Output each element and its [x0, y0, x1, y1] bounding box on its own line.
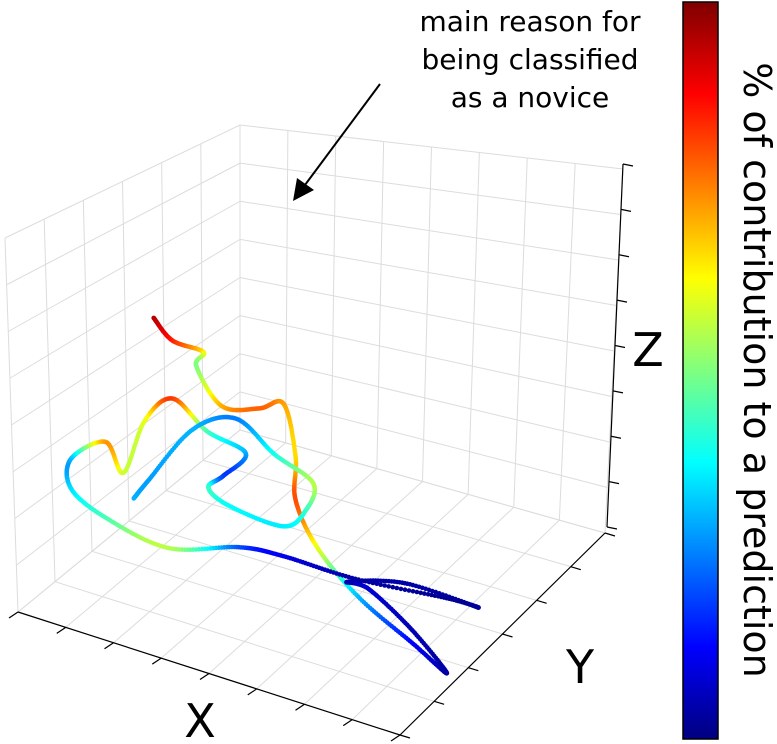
left-wall-grid-h-5: [9, 238, 241, 379]
left-wall-grid-h-6: [8, 200, 241, 332]
back-wall-grid-h-8: [239, 124, 624, 170]
z-axis-tick-1: [608, 481, 620, 485]
left-wall-grid-h-8: [4, 124, 241, 239]
x-axis-label: X: [184, 694, 216, 744]
x-axis-tick-3: [151, 657, 162, 665]
annotation: main reason for being classified as a no…: [293, 5, 641, 201]
trajectory-point-485: [386, 584, 392, 589]
trajectory-point-488: [374, 581, 380, 587]
y-axis-label: Y: [565, 640, 595, 694]
y-axis-tick-4: [536, 599, 547, 604]
colorbar-label: % of contribution to a prediction: [735, 62, 777, 678]
trajectory-point-481: [402, 587, 408, 592]
x-axis-tick-4: [199, 673, 210, 680]
x-axis-tick-6: [295, 703, 305, 711]
back-wall-grid-h-2: [239, 353, 610, 443]
annotation-line-3: as a novice: [451, 81, 610, 114]
z-axis-tick-7: [620, 208, 632, 212]
annotation-arrow: [301, 83, 381, 190]
trajectory: [64, 315, 481, 676]
z-axis-tick-5: [616, 299, 628, 303]
y-axis-tick-6: [604, 532, 616, 537]
left-wall-grid-h-7: [6, 162, 241, 286]
trajectory-point-489: [370, 580, 376, 586]
trajectory-point-478: [414, 589, 420, 595]
z-axis-label: Z: [632, 323, 664, 377]
grid-lines: [4, 124, 624, 736]
colorbar: [682, 1, 719, 740]
back-wall-grid-h-1: [239, 391, 608, 488]
annotation-arrowhead: [293, 178, 314, 201]
z-axis-tick-2: [610, 435, 622, 439]
trajectory-point-480: [406, 588, 412, 593]
floor-grid-y-5: [202, 459, 571, 568]
trajectory-point-487: [378, 582, 384, 587]
y-axis-tick-3: [502, 633, 513, 638]
annotation-line-2: being classified: [421, 43, 638, 76]
x-axis-tick-0: [8, 611, 19, 619]
trajectory-point-479: [410, 589, 416, 594]
left-wall-grid-h-1: [16, 391, 241, 566]
trajectory-point-483: [394, 585, 400, 591]
y-axis-tick-0: [399, 734, 411, 739]
back-wall-grid-h-7: [239, 162, 621, 215]
axes: [8, 163, 634, 742]
trajectory-point-490: [366, 579, 372, 585]
trajectory-point-486: [382, 583, 388, 588]
left-wall-grid-h-4: [11, 277, 241, 426]
back-wall-grid-h-3: [239, 315, 612, 397]
annotation-line-1: main reason for: [419, 5, 640, 38]
trajectory-point-425: [430, 588, 435, 594]
y-axis-tick-1: [433, 700, 445, 705]
z-axis-tick-3: [612, 390, 624, 394]
trajectory-point-477: [418, 590, 424, 596]
trajectory-point-474: [429, 592, 434, 598]
floor-grid-y-2: [91, 550, 469, 669]
trajectory-point-482: [398, 586, 404, 592]
x-axis-tick-8: [390, 734, 401, 742]
x-axis-tick-7: [342, 719, 353, 727]
back-wall-grid-h-4: [239, 277, 615, 352]
back-wall-grid-h-5: [239, 238, 617, 306]
floor-grid-y-3: [128, 520, 503, 635]
z-axis-tick-0: [606, 526, 618, 530]
left-wall-grid-h-0: [17, 429, 241, 613]
x-axis-tick-2: [104, 642, 114, 650]
trajectory-point-491: [363, 579, 368, 584]
left-wall-grid-h-3: [12, 315, 241, 473]
trajectory-point-484: [390, 584, 396, 590]
y-axis-tick-2: [468, 667, 479, 672]
z-axis-tick-4: [614, 344, 626, 349]
trajectory-point-475: [425, 592, 431, 597]
trajectory-point-476: [422, 591, 427, 596]
floor-grid-y-1: [54, 581, 435, 702]
x-axis-tick-1: [56, 626, 67, 634]
z-axis-tick-6: [618, 254, 630, 258]
z-axis-tick-8: [622, 163, 634, 167]
back-wall-grid-h-0: [239, 429, 606, 534]
y-axis-tick-5: [570, 566, 582, 571]
x-axis-tick-5: [247, 688, 258, 696]
trajectory-point-1091: [131, 496, 137, 501]
floor-grid-y-4: [165, 490, 537, 601]
back-wall-grid-h-6: [239, 200, 619, 261]
